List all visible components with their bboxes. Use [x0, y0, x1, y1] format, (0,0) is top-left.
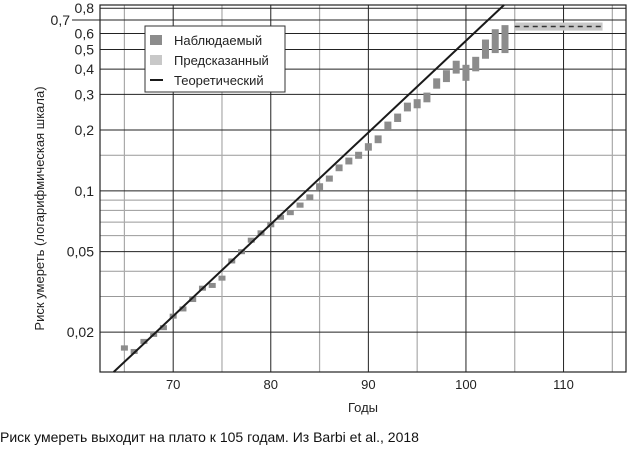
y-tick-label: 0,05 — [67, 244, 94, 260]
predicted-band — [514, 22, 603, 31]
y-tick-label: 0,1 — [75, 183, 95, 199]
y-tick-label: 0,2 — [75, 122, 95, 138]
observed-point — [472, 56, 480, 72]
observed-point — [277, 214, 285, 220]
observed-point — [481, 39, 489, 59]
x-tick-label: 80 — [264, 377, 278, 392]
x-tick-label: 110 — [553, 377, 574, 392]
x-tick-label: 90 — [361, 377, 375, 392]
observed-point — [179, 306, 187, 312]
observed-point — [306, 194, 314, 201]
observed-point — [394, 113, 402, 122]
x-axis-label: Годы — [348, 400, 378, 415]
legend-label: Наблюдаемый — [174, 33, 262, 48]
y-tick-label: 0,4 — [75, 61, 95, 77]
legend-label: Теоретический — [174, 73, 264, 88]
legend-box — [144, 25, 286, 93]
y-tick-label: 0,02 — [67, 324, 94, 340]
observed-point — [120, 345, 128, 351]
observed-point — [374, 135, 382, 144]
observed-point — [413, 99, 421, 109]
observed-point — [364, 143, 372, 151]
theoretical-line — [112, 4, 505, 373]
observed-point — [355, 151, 363, 159]
x-tick-label: 100 — [455, 377, 477, 392]
observed-point — [159, 325, 167, 331]
observed-point — [140, 338, 148, 344]
y-tick-label: 0,5 — [75, 41, 95, 57]
observed-point — [218, 275, 226, 281]
observed-point — [189, 297, 197, 303]
observed-point — [501, 25, 509, 54]
figure-caption: Риск умереть выходит на плато к 105 года… — [0, 429, 419, 445]
observed-point — [433, 78, 441, 89]
observed-point — [247, 237, 255, 243]
y-tick-label: 0,8 — [75, 0, 95, 16]
plot-frame — [99, 4, 627, 373]
legend-swatch — [150, 55, 162, 65]
y-tick-label: 0,7 — [51, 12, 71, 28]
x-tick-label: 70 — [166, 377, 180, 392]
observed-point — [325, 175, 333, 182]
y-tick-label: 0,6 — [75, 25, 95, 41]
y-axis-label: Риск умереть (логарифмическая шкала) — [32, 86, 47, 330]
observed-point — [316, 183, 324, 190]
observed-point — [286, 210, 294, 216]
y-tick-label: 0,3 — [75, 86, 95, 102]
observed-point — [491, 29, 499, 54]
legend-label: Предсказанный — [174, 53, 269, 68]
observed-point — [403, 102, 411, 112]
observed-point — [442, 70, 450, 83]
observed-point — [384, 121, 392, 130]
observed-point — [423, 92, 431, 103]
observed-point — [452, 60, 460, 74]
observed-point — [208, 282, 216, 288]
observed-point — [335, 164, 343, 172]
legend-swatch — [150, 35, 162, 45]
observed-point — [462, 64, 470, 81]
mortality-chart: 0,02 0,05 0,1 0,2 0,3 0,4 0,50,60,70,8 70 80 90 10… — [32, 0, 627, 415]
observed-point — [345, 157, 353, 165]
observed-point — [296, 202, 304, 208]
